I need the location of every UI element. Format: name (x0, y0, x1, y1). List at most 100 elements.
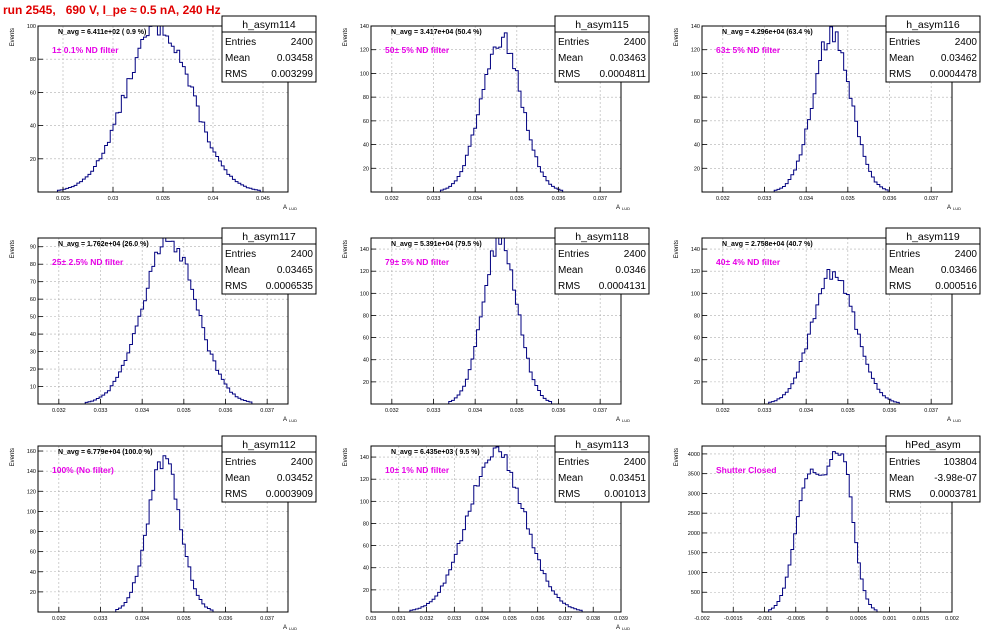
y-tick-label: 30 (30, 350, 36, 356)
y-tick-label: 90 (30, 245, 36, 251)
x-tick-label: 0.033 (94, 616, 108, 622)
x-tick-label: 0.033 (447, 616, 461, 622)
filter-annotation: 63± 5% ND filter (716, 45, 781, 55)
y-tick-label: 80 (694, 95, 700, 101)
stat-value-rms: 0.001013 (604, 489, 646, 500)
histogram-panel-h_asym112: 0.032 0.033 0.034 0.035 0.036 0.037 20 40 60 80 10… (10, 435, 317, 630)
y-tick-label: 1000 (688, 570, 700, 576)
n-avg-header: N_avg = 3.417e+04 (50.4 %) (391, 29, 482, 36)
plot-frame (701, 25, 953, 193)
histogram-title: h_asym118 (575, 231, 629, 243)
y-tick-label: 500 (691, 590, 700, 596)
x-tick-label: 0.036 (883, 196, 897, 202)
n-avg-header: N_avg = 2.758e+04 (40.7 %) (722, 241, 813, 248)
stat-value-rms: 0.000516 (935, 281, 977, 292)
filter-annotation: Shutter Closed (716, 465, 776, 475)
x-axis-label: A (616, 205, 620, 211)
y-tick-label: 80 (363, 313, 369, 319)
x-axis-label: A (283, 205, 287, 211)
histogram-title: h_asym114 (242, 19, 296, 31)
y-tick-label: 70 (30, 280, 36, 286)
y-tick-label: 3000 (688, 491, 700, 497)
x-tick-label: 0.035 (841, 408, 855, 414)
x-tick-label: 0.033 (427, 408, 441, 414)
x-tick-label: 0.035 (503, 616, 517, 622)
x-tick-label: 0.032 (52, 408, 66, 414)
y-tick-label: 10 (30, 385, 36, 391)
x-axis-label: A (616, 625, 620, 630)
n-avg-header: N_avg = 6.779e+04 (100.0 %) (58, 449, 153, 456)
stat-value-entries: 2400 (291, 457, 314, 468)
y-tick-label: 140 (691, 247, 700, 253)
x-tick-label: 0.037 (593, 196, 607, 202)
stat-value-rms: 0.0006535 (266, 281, 314, 292)
y-tick-label: 120 (360, 48, 369, 54)
histogram-title: hPed_asym (905, 439, 961, 451)
x-tick-label: 0.036 (219, 616, 233, 622)
y-tick-label: 60 (30, 90, 36, 96)
x-tick-label: 0.035 (510, 196, 524, 202)
x-axis-label-sub: LUD (622, 418, 630, 423)
filter-annotation: 40± 4% ND filter (716, 257, 781, 267)
y-tick-label: 140 (360, 247, 369, 253)
x-axis-label-sub: LUD (289, 418, 297, 423)
x-tick-label: -0.0005 (786, 616, 805, 622)
x-tick-label: 0.04 (208, 196, 219, 202)
stat-value-mean: 0.0346 (615, 265, 646, 276)
x-tick-label: 0.025 (56, 196, 70, 202)
stats-box (221, 435, 317, 503)
x-tick-label: 0.033 (758, 196, 772, 202)
stat-value-entries: 2400 (624, 37, 647, 48)
stat-label-mean: Mean (558, 265, 583, 276)
x-tick-label: 0.03 (108, 196, 119, 202)
y-tick-label: 120 (691, 269, 700, 275)
x-axis-label: A (616, 417, 620, 423)
y-tick-label: 60 (363, 544, 369, 550)
stat-value-rms: 0.0004811 (599, 69, 646, 80)
x-tick-label: 0.035 (510, 408, 524, 414)
stat-value-entries: 2400 (955, 249, 978, 260)
x-tick-label: 0.036 (531, 616, 545, 622)
y-tick-label: 60 (694, 119, 700, 125)
stat-label-rms: RMS (225, 69, 248, 80)
x-tick-label: 0.036 (883, 408, 897, 414)
plot-frame (701, 237, 953, 405)
stat-label-mean: Mean (225, 53, 250, 64)
x-tick-label: 0.034 (468, 196, 482, 202)
histogram-title: h_asym112 (242, 439, 296, 451)
y-tick-label: 20 (363, 588, 369, 594)
y-tick-label: 160 (27, 449, 36, 455)
y-axis-label: Events (343, 28, 349, 46)
y-axis-label: Events (674, 240, 680, 258)
histogram-series (371, 446, 621, 613)
stat-label-entries: Entries (558, 457, 589, 468)
y-tick-label: 80 (363, 521, 369, 527)
stat-label-mean: Mean (225, 473, 250, 484)
x-tick-label: 0.034 (799, 196, 813, 202)
stat-value-rms: 0.0003781 (930, 489, 978, 500)
stat-label-rms: RMS (889, 489, 912, 500)
stat-label-rms: RMS (889, 281, 912, 292)
y-axis-label: Events (10, 28, 16, 46)
stat-label-rms: RMS (558, 69, 581, 80)
x-tick-label: 0.037 (260, 408, 274, 414)
filter-annotation: 1± 0.1% ND filter (52, 45, 119, 55)
x-tick-label: 0.039 (614, 616, 628, 622)
stat-label-entries: Entries (225, 249, 256, 260)
x-tick-label: 0.032 (716, 196, 730, 202)
stats-box (221, 227, 317, 295)
histogram-title: h_asym119 (906, 231, 960, 243)
stat-label-mean: Mean (558, 473, 583, 484)
stat-value-rms: 0.0004131 (599, 281, 647, 292)
y-tick-label: 40 (363, 143, 369, 149)
x-tick-label: 0.033 (758, 408, 772, 414)
plot-frame (370, 445, 622, 613)
stat-value-rms: 0.0004478 (930, 69, 978, 80)
x-axis-label: A (947, 205, 951, 211)
y-tick-label: 40 (363, 566, 369, 572)
x-tick-label: 0.032 (385, 196, 399, 202)
stat-value-entries: 103804 (944, 457, 978, 468)
stat-value-rms: 0.0003909 (266, 489, 314, 500)
stat-value-mean: 0.03452 (277, 473, 314, 484)
x-axis-label: A (283, 625, 287, 630)
